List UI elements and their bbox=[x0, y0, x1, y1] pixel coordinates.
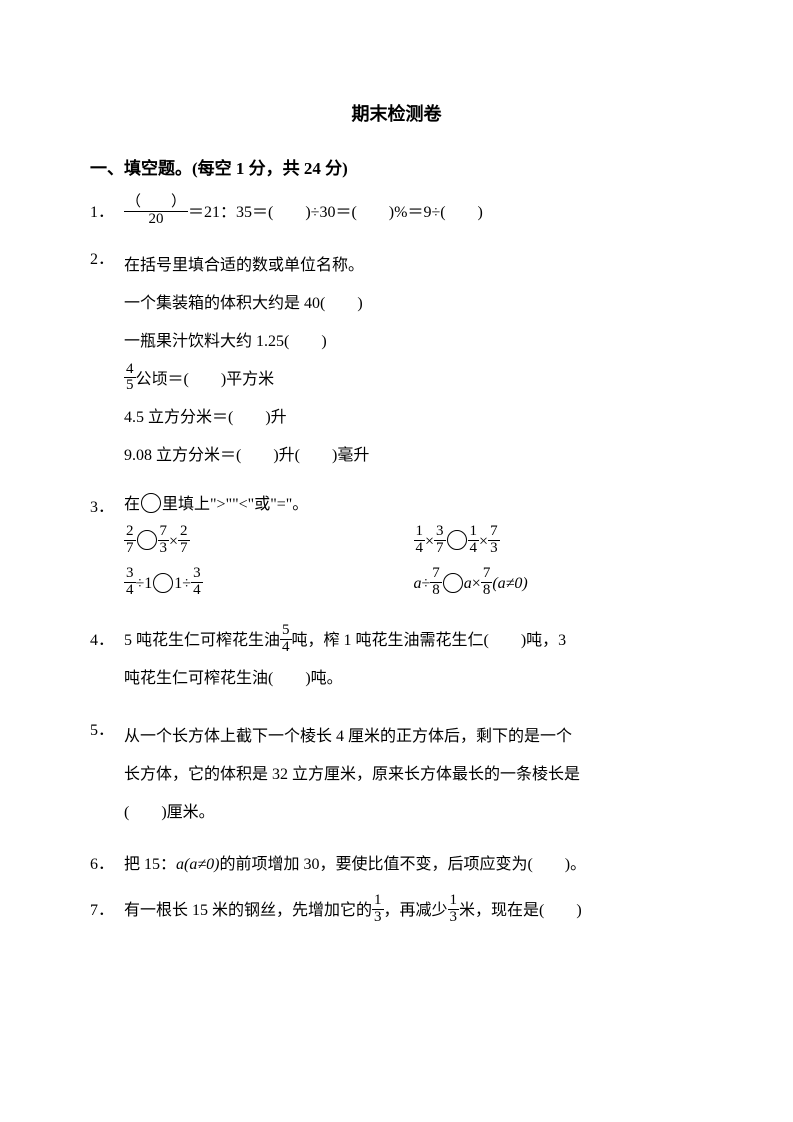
q6-a: a bbox=[176, 856, 184, 873]
c3d-n: 3 bbox=[191, 566, 203, 583]
q5-t1: 从一个长方体上截下一个棱长 4 厘米的正方体后，剩下的是一个 bbox=[124, 721, 703, 753]
q2-l3-num: 4 bbox=[124, 362, 136, 379]
c3a-n: 3 bbox=[124, 566, 136, 583]
q2-line3: 4 5 公顷＝( )平方米 bbox=[124, 364, 703, 397]
q7-t1: 有一根长 15 米的钢丝，先增加它的 bbox=[124, 902, 372, 919]
q5-t3: ( )厘米。 bbox=[124, 797, 703, 829]
circle-icon bbox=[443, 573, 463, 593]
q6-t2: (a≠0) bbox=[184, 856, 219, 873]
question-6: 6． 把 15：a(a≠0)的前项增加 30，要使比值不变，后项应变为( )。 bbox=[90, 849, 703, 881]
q2-line3-frac: 4 5 bbox=[124, 362, 136, 395]
compare-3: 34÷11÷34 bbox=[124, 568, 414, 601]
q3-body: 在里填上">""<"或"="。 2773×27 14×3714×73 34÷11… bbox=[124, 492, 703, 611]
c1b-d: 3 bbox=[158, 541, 170, 557]
q4-frac: 54 bbox=[280, 623, 292, 656]
page-title: 期末检测卷 bbox=[90, 100, 703, 126]
c1c-d: 7 bbox=[178, 541, 190, 557]
q7f2d: 3 bbox=[448, 910, 460, 926]
c1a-n: 2 bbox=[124, 524, 136, 541]
q7-number: 7． bbox=[90, 895, 124, 928]
q4-fn: 5 bbox=[280, 623, 292, 640]
question-3: 3． 在里填上">""<"或"="。 2773×27 14×3714×73 34… bbox=[90, 492, 703, 611]
c2a-d: 4 bbox=[414, 541, 426, 557]
compare-4: a÷78a×78(a≠0) bbox=[414, 568, 704, 601]
c4d-n: 7 bbox=[481, 566, 493, 583]
c2d-n: 7 bbox=[488, 524, 500, 541]
q5-t2: 长方体，它的体积是 32 立方厘米，原来长方体最长的一条棱长是 bbox=[124, 759, 703, 791]
c2d-d: 3 bbox=[488, 541, 500, 557]
c2a-n: 1 bbox=[414, 524, 426, 541]
q7f1n: 1 bbox=[372, 893, 384, 910]
c1c-n: 2 bbox=[178, 524, 190, 541]
q1-number: 1． bbox=[90, 197, 124, 230]
question-4: 4． 5 吨花生仁可榨花生油54吨，榨 1 吨花生油需花生仁( )吨，3 吨花生… bbox=[90, 625, 703, 702]
c2b-n: 3 bbox=[434, 524, 446, 541]
q7-t2: ，再减少 bbox=[384, 902, 448, 919]
question-5: 5． 从一个长方体上截下一个棱长 4 厘米的正方体后，剩下的是一个 长方体，它的… bbox=[90, 715, 703, 835]
circle-icon bbox=[447, 530, 467, 550]
c3b: 1 bbox=[144, 575, 152, 592]
c4b-n: 7 bbox=[430, 566, 442, 583]
c2b-d: 7 bbox=[434, 541, 446, 557]
c4d-d: 8 bbox=[481, 583, 493, 599]
q2-intro: 在括号里填合适的数或单位名称。 bbox=[124, 250, 703, 282]
q4-body: 5 吨花生仁可榨花生油54吨，榨 1 吨花生油需花生仁( )吨，3 吨花生仁可榨… bbox=[124, 625, 703, 702]
q4-number: 4． bbox=[90, 625, 124, 702]
c2c-d: 4 bbox=[468, 541, 480, 557]
q7-frac2: 13 bbox=[448, 893, 460, 926]
question-2: 2． 在括号里填合适的数或单位名称。 一个集装箱的体积大约是 40( ) 一瓶果… bbox=[90, 244, 703, 479]
question-1: 1． （ ） 20 ＝21：35＝( )÷30＝( )%＝9÷( ) bbox=[90, 197, 703, 230]
q7-body: 有一根长 15 米的钢丝，先增加它的13，再减少13米，现在是( ) bbox=[124, 895, 703, 928]
q2-line4: 4.5 立方分米＝( )升 bbox=[124, 402, 703, 434]
q1-frac-num: （ ） bbox=[124, 195, 188, 212]
compare-row-2: 34÷11÷34 a÷78a×78(a≠0) bbox=[124, 568, 703, 601]
c4b-d: 8 bbox=[430, 583, 442, 599]
circle-icon bbox=[141, 493, 161, 513]
q4-t2: 吨，榨 1 吨花生油需花生仁( )吨，3 bbox=[292, 632, 567, 649]
c4e: (a≠0) bbox=[492, 575, 527, 592]
q6-t3: 的前项增加 30，要使比值不变，后项应变为( )。 bbox=[219, 856, 586, 873]
q7-t3: 米，现在是( ) bbox=[459, 902, 582, 919]
c4a: a bbox=[414, 575, 422, 592]
q6-t1: 把 15： bbox=[124, 856, 176, 873]
q1-rest: ＝21：35＝( )÷30＝( )%＝9÷( ) bbox=[188, 204, 483, 221]
q5-number: 5． bbox=[90, 715, 124, 835]
c1b-n: 7 bbox=[158, 524, 170, 541]
q7f1d: 3 bbox=[372, 910, 384, 926]
q2-line1: 一个集装箱的体积大约是 40( ) bbox=[124, 288, 703, 320]
compare-row-1: 2773×27 14×3714×73 bbox=[124, 526, 703, 559]
q2-number: 2． bbox=[90, 244, 124, 479]
q3-intro2: 里填上">""<"或"="。 bbox=[162, 496, 308, 513]
q3-intro1: 在 bbox=[124, 496, 140, 513]
q6-body: 把 15：a(a≠0)的前项增加 30，要使比值不变，后项应变为( )。 bbox=[124, 849, 703, 881]
q2-line2: 一瓶果汁饮料大约 1.25( ) bbox=[124, 326, 703, 358]
c3d-d: 4 bbox=[191, 583, 203, 599]
c3a-d: 4 bbox=[124, 583, 136, 599]
q4-t1: 5 吨花生仁可榨花生油 bbox=[124, 632, 280, 649]
q1-frac-den: 20 bbox=[124, 212, 188, 228]
q4-fd: 4 bbox=[280, 640, 292, 656]
c2c-n: 1 bbox=[468, 524, 480, 541]
q2-body: 在括号里填合适的数或单位名称。 一个集装箱的体积大约是 40( ) 一瓶果汁饮料… bbox=[124, 244, 703, 479]
question-7: 7． 有一根长 15 米的钢丝，先增加它的13，再减少13米，现在是( ) bbox=[90, 895, 703, 928]
q7-frac1: 13 bbox=[372, 893, 384, 926]
c4c: a bbox=[464, 575, 472, 592]
section-header: 一、填空题。(每空 1 分，共 24 分) bbox=[90, 154, 703, 179]
q2-l3-rest: 公顷＝( )平方米 bbox=[136, 371, 275, 388]
compare-1: 2773×27 bbox=[124, 526, 414, 559]
q1-body: （ ） 20 ＝21：35＝( )÷30＝( )%＝9÷( ) bbox=[124, 197, 703, 230]
q3-number: 3． bbox=[90, 492, 124, 611]
circle-icon bbox=[153, 573, 173, 593]
q5-body: 从一个长方体上截下一个棱长 4 厘米的正方体后，剩下的是一个 长方体，它的体积是… bbox=[124, 715, 703, 835]
q1-fraction: （ ） 20 bbox=[124, 195, 188, 228]
compare-2: 14×3714×73 bbox=[414, 526, 704, 559]
c1a-d: 7 bbox=[124, 541, 136, 557]
q2-l3-den: 5 bbox=[124, 378, 136, 394]
q7f2n: 1 bbox=[448, 893, 460, 910]
q6-number: 6． bbox=[90, 849, 124, 881]
circle-icon bbox=[137, 530, 157, 550]
q2-line5: 9.08 立方分米＝( )升( )毫升 bbox=[124, 440, 703, 472]
c3c: 1 bbox=[174, 575, 182, 592]
q4-t3: 吨花生仁可榨花生油( )吨。 bbox=[124, 663, 703, 695]
